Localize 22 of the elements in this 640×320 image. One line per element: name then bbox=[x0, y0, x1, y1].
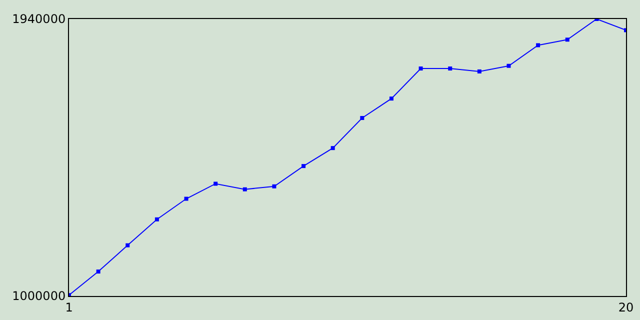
x-tick-label: 1 bbox=[65, 300, 73, 314]
point bbox=[448, 66, 452, 71]
line-series bbox=[69, 19, 626, 296]
point bbox=[126, 243, 130, 248]
point bbox=[184, 196, 188, 201]
point bbox=[360, 116, 364, 120]
point bbox=[389, 96, 394, 101]
point bbox=[418, 66, 423, 71]
point bbox=[565, 38, 570, 42]
point bbox=[242, 187, 247, 192]
point bbox=[330, 146, 335, 150]
point bbox=[272, 184, 276, 188]
x-tick-label: 20 bbox=[618, 300, 634, 314]
point bbox=[96, 270, 100, 274]
y-tick-label: 1000000 bbox=[12, 289, 66, 304]
point bbox=[154, 217, 159, 222]
point bbox=[477, 69, 482, 74]
point bbox=[536, 43, 540, 48]
point bbox=[506, 64, 511, 68]
y-tick-label: 1940000 bbox=[12, 12, 66, 26]
point bbox=[302, 164, 306, 168]
point bbox=[214, 182, 218, 186]
